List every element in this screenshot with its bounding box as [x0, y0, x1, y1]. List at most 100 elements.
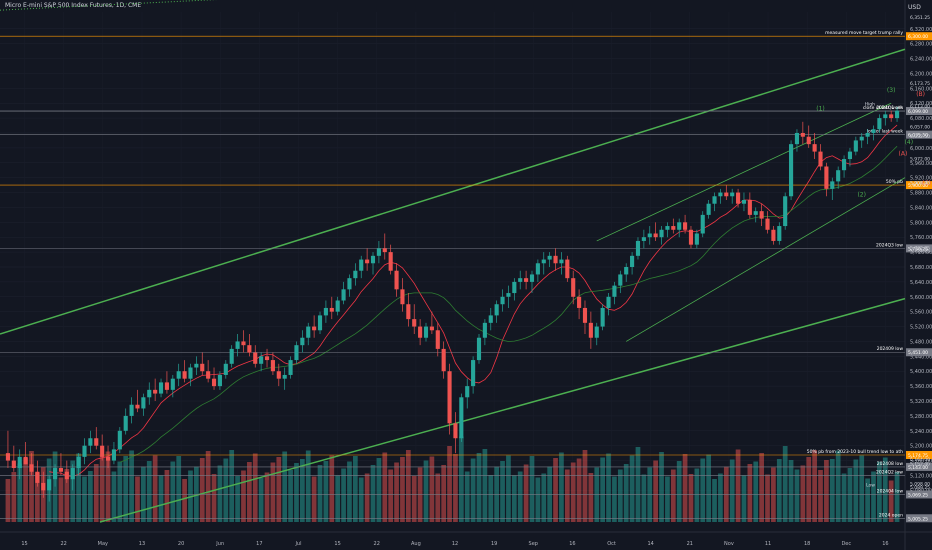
candle-body — [718, 192, 723, 197]
volume-bar — [506, 455, 511, 522]
extra-price-label: 5,164.00 — [910, 457, 930, 463]
candle-body — [170, 378, 175, 390]
level-label: 2024Q3 low — [876, 242, 903, 248]
volume-bar — [358, 477, 364, 522]
candle-body — [235, 341, 240, 349]
candle-body — [582, 307, 588, 323]
volume-bar — [765, 474, 770, 522]
price-tag-text: 5,730.25 — [908, 246, 928, 252]
volume-bar — [853, 459, 859, 522]
volume-bar — [818, 470, 823, 522]
y-tick-label: 5,320.00 — [910, 399, 932, 405]
volume-bar — [829, 459, 835, 522]
x-tick-label: 13 — [139, 541, 145, 547]
volume-bar — [635, 447, 641, 522]
candle-body — [276, 371, 281, 379]
candle-body — [883, 114, 888, 119]
price-tag — [906, 514, 932, 523]
volume-bar — [458, 436, 464, 522]
volume-bar — [341, 468, 346, 522]
volume-bar — [735, 449, 741, 522]
candle-body — [141, 397, 146, 409]
candle-body — [824, 166, 829, 189]
volume-bar — [76, 453, 81, 522]
candle-body — [241, 341, 246, 346]
upper-trend-line — [0, 48, 906, 335]
volume-bar — [553, 458, 558, 522]
extra-price-label: 6,351.25 — [910, 15, 930, 21]
candle-body — [812, 144, 817, 152]
volume-bar — [58, 477, 64, 522]
volume-bar — [847, 468, 853, 522]
volume-bar — [588, 473, 594, 522]
volume-bar — [105, 451, 111, 522]
candle-body — [606, 296, 611, 308]
candle-body — [588, 322, 593, 338]
candle-body — [412, 319, 417, 327]
x-tick-label: Nov — [724, 541, 734, 547]
price-tag — [906, 107, 932, 116]
y-tick-label: 5,840.00 — [910, 205, 932, 211]
candle-body — [894, 110, 900, 119]
volume-bar — [541, 473, 547, 522]
candle-body — [706, 203, 711, 215]
y-tick-label: 5,240.00 — [910, 429, 932, 435]
candle-body — [836, 170, 841, 182]
y-tick-label: 5,400.00 — [910, 369, 932, 375]
price-tag-text: 5,174.75 — [908, 453, 928, 459]
candle-body — [877, 118, 882, 130]
x-tick-label: 11 — [765, 541, 771, 547]
price-tag-text: 6,099.00 — [908, 109, 928, 115]
candle-body — [388, 252, 393, 271]
x-tick-label: Oct — [607, 541, 616, 547]
volume-bar — [517, 471, 523, 522]
price-tag-text: 5,143.00 — [908, 465, 928, 471]
volume-bar — [453, 454, 458, 522]
x-tick-label: 21 — [687, 541, 693, 547]
level-label: 2024Q2 low — [876, 469, 903, 475]
volume-bar — [199, 458, 205, 522]
volume-bar — [129, 450, 134, 522]
candle-body — [306, 326, 311, 338]
volume-bar — [612, 476, 617, 522]
volume-bar — [600, 457, 606, 522]
volume-bar — [241, 470, 246, 522]
candle-body — [288, 360, 293, 375]
volume-bar — [288, 470, 293, 522]
volume-bar — [659, 452, 664, 522]
candle-body — [600, 307, 605, 327]
candle-body — [794, 132, 800, 145]
price-tag-text: 6,300.00 — [908, 34, 928, 40]
volume-bar — [871, 471, 876, 522]
wave-label: (C) — [922, 180, 931, 187]
volume-bar — [64, 469, 70, 522]
candle-body — [659, 229, 664, 238]
volume-bar — [894, 472, 900, 522]
candle-body — [353, 270, 358, 279]
y-tick-label: 5,520.00 — [910, 325, 932, 331]
extra-price-label: 5,906.75 — [910, 181, 930, 187]
price-tag — [906, 490, 932, 499]
candle-body — [76, 456, 81, 469]
volume-bar — [211, 474, 217, 522]
volume-bar — [812, 450, 817, 522]
candle-body — [789, 144, 794, 197]
volume-bar — [123, 456, 129, 522]
volume-bar — [500, 461, 505, 522]
volume-bar — [559, 452, 564, 522]
volume-bar — [617, 469, 623, 522]
x-tick-label: Aug — [411, 541, 421, 547]
candle-body — [229, 348, 234, 364]
candle-body — [423, 326, 429, 338]
candle-body — [771, 229, 776, 241]
candle-body — [382, 248, 387, 253]
volume-bar — [688, 474, 694, 522]
volume-bar — [859, 455, 865, 522]
volume-bar — [523, 464, 529, 522]
volume-bar — [806, 457, 812, 522]
volume-bar — [405, 450, 411, 522]
candle-body — [571, 278, 576, 297]
candle-body — [465, 386, 470, 398]
volume-bar — [270, 462, 276, 522]
